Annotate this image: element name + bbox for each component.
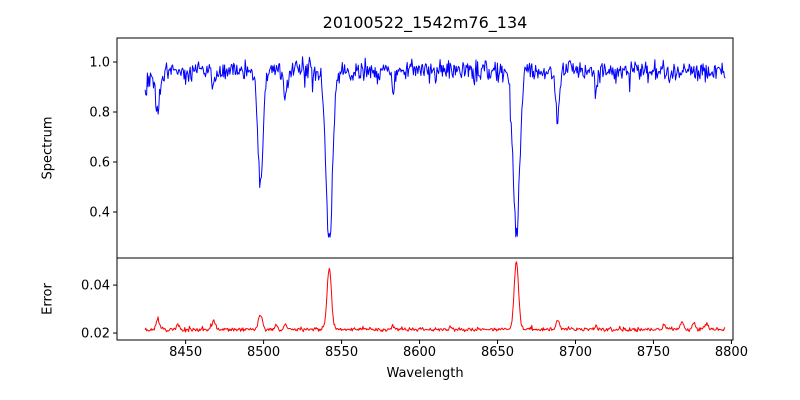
x-tick-label: 8450 bbox=[169, 345, 202, 360]
x-tick-label: 8550 bbox=[325, 345, 358, 360]
y-tick-label: 0.8 bbox=[89, 106, 110, 121]
x-axis: 8450 8500 8550 8600 8650 8700 8750 8800 bbox=[169, 340, 748, 360]
spectrum-y-axis: 0.4 0.6 0.8 1.0 bbox=[89, 56, 117, 221]
error-line bbox=[144, 261, 726, 333]
x-tick-label: 8700 bbox=[559, 345, 592, 360]
y-tick-label: 0.02 bbox=[81, 327, 110, 342]
y-tick-label: 0.04 bbox=[81, 279, 110, 294]
x-tick-label: 8600 bbox=[403, 345, 436, 360]
y-tick-label: 1.0 bbox=[89, 56, 110, 71]
x-tick-label: 8650 bbox=[481, 345, 514, 360]
chart-title: 20100522_1542m76_134 bbox=[322, 13, 528, 32]
x-axis-label: Wavelength bbox=[386, 366, 464, 381]
y-tick-label: 0.4 bbox=[89, 206, 110, 221]
spectrum-line bbox=[144, 56, 726, 238]
x-tick-label: 8750 bbox=[637, 345, 670, 360]
y-tick-label: 0.6 bbox=[89, 156, 110, 171]
error-panel-border bbox=[116, 257, 734, 341]
x-tick-label: 8800 bbox=[715, 345, 748, 360]
error-y-axis: 0.02 0.04 bbox=[81, 279, 117, 342]
x-tick-label: 8500 bbox=[247, 345, 280, 360]
